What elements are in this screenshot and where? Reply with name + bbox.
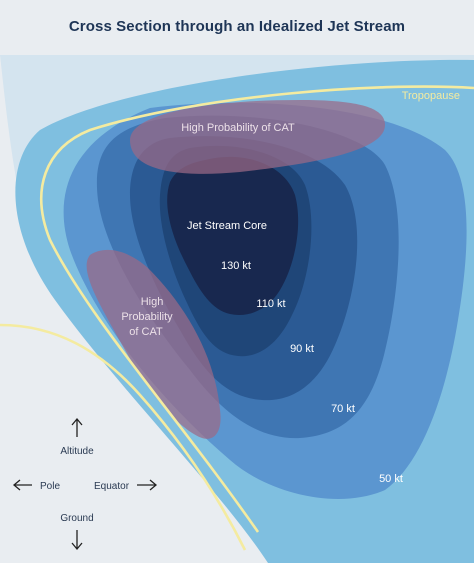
kt50-label: 50 kt — [379, 473, 403, 485]
equator-label: Equator — [94, 481, 130, 492]
cat-region-top — [130, 100, 385, 174]
cat-top-label: High Probability of CAT — [181, 122, 295, 134]
altitude-arrow-icon — [71, 417, 83, 437]
ground-arrow-icon — [71, 530, 83, 551]
core-label: Jet Stream Core — [187, 220, 267, 232]
cat-left-label-3: of CAT — [129, 326, 163, 338]
tropopause-line-upper — [40, 85, 474, 533]
altitude-label: Altitude — [60, 446, 94, 457]
ground-label: Ground — [60, 513, 93, 524]
equator-arrow-icon — [137, 479, 158, 491]
kt70-label: 70 kt — [331, 403, 355, 415]
kt90-label: 90 kt — [290, 343, 314, 355]
kt110-label: 110 kt — [256, 298, 285, 310]
diagram-title: Cross Section through an Idealized Jet S… — [68, 18, 406, 35]
jet-stream-core — [167, 156, 299, 315]
cat-left-label-2: Probability — [121, 311, 173, 323]
kt130-label: 130 kt — [221, 260, 251, 272]
cat-region-left — [86, 249, 221, 439]
cat-left-label-1: High — [141, 296, 164, 308]
pole-arrow-icon — [12, 479, 32, 491]
tropopause-line-lower — [0, 323, 247, 551]
pole-label: Pole — [40, 481, 60, 492]
tropopause-label: Tropopause — [402, 90, 460, 102]
